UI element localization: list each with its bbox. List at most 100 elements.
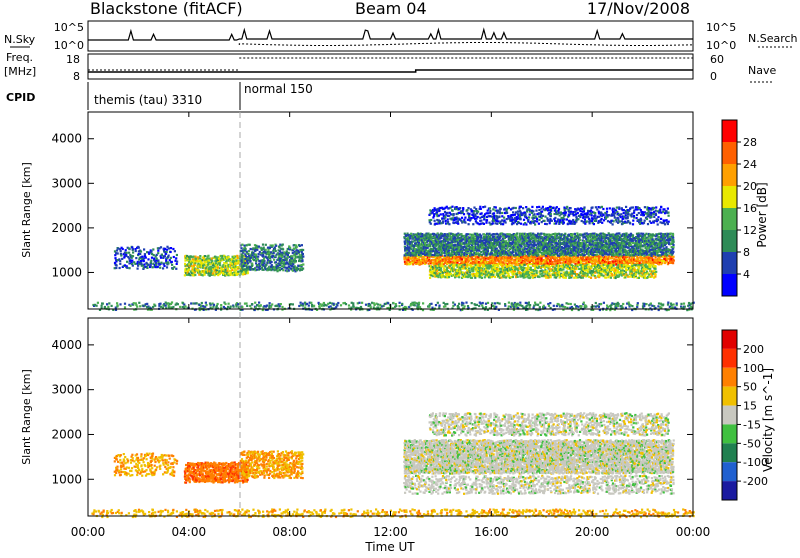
range-time-cell <box>172 248 174 250</box>
range-time-cell <box>196 302 198 304</box>
range-time-cell <box>444 303 446 305</box>
range-time-cell <box>121 258 123 260</box>
nsky-label: N.Sky <box>4 33 36 46</box>
range-time-cell <box>97 302 99 304</box>
range-time-cell <box>480 303 482 305</box>
range-time-cell <box>122 248 124 250</box>
range-time-cell <box>252 254 254 256</box>
range-time-cell <box>283 251 285 253</box>
range-time-cell <box>282 269 284 271</box>
range-time-cell <box>485 306 487 308</box>
freq-units-label: [MHz] <box>4 65 36 78</box>
range-time-cell <box>296 246 298 248</box>
range-time-cell <box>539 306 541 308</box>
range-time-cell <box>526 252 528 254</box>
range-time-cell <box>256 249 258 251</box>
range-time-cell <box>299 245 301 247</box>
range-time-cell <box>282 244 284 246</box>
range-time-cell <box>333 303 335 305</box>
range-time-cell <box>478 250 480 252</box>
range-time-cell <box>625 258 627 260</box>
range-time-cell <box>494 302 496 304</box>
range-time-cell <box>598 306 600 308</box>
range-time-cell <box>469 233 471 235</box>
range-time-cell <box>444 305 446 307</box>
range-time-cell <box>132 248 134 250</box>
range-time-cell <box>111 305 113 307</box>
range-time-cell <box>150 250 152 252</box>
range-time-cell <box>302 263 304 265</box>
range-time-cell <box>227 306 229 308</box>
range-time-cell <box>579 239 581 241</box>
range-time-cell <box>159 303 161 305</box>
range-time-cell <box>279 305 281 307</box>
range-time-cell <box>125 249 127 251</box>
range-time-cell <box>630 244 632 246</box>
range-time-cell <box>672 256 674 258</box>
range-time-cell <box>157 252 159 254</box>
nsearch-tick-low: 10^0 <box>706 39 736 52</box>
range-time-cell <box>184 305 186 307</box>
range-time-cell <box>129 305 131 307</box>
range-time-cell <box>493 305 495 307</box>
range-time-cell <box>435 254 437 256</box>
range-time-cell <box>284 256 286 258</box>
range-time-cell <box>655 256 657 258</box>
range-time-cell <box>175 257 177 259</box>
range-time-cell <box>277 265 279 267</box>
range-time-cell <box>537 258 539 260</box>
range-time-cell <box>606 246 608 248</box>
range-time-cell <box>540 233 542 235</box>
range-time-cell <box>279 269 281 271</box>
range-time-cell <box>152 306 154 308</box>
range-time-cell <box>228 272 230 274</box>
range-time-cell <box>300 302 302 304</box>
range-time-cell <box>300 304 302 306</box>
range-time-cell <box>632 234 634 236</box>
nave-tick-low: 0 <box>710 70 717 83</box>
range-time-cell <box>414 304 416 306</box>
range-time-cell <box>482 307 484 309</box>
range-time-cell <box>621 255 623 257</box>
range-time-cell <box>107 306 109 308</box>
range-time-cell <box>219 264 221 266</box>
range-time-cell <box>295 260 297 262</box>
range-time-cell <box>478 247 480 249</box>
range-time-cell <box>114 257 116 259</box>
range-time-cell <box>576 305 578 307</box>
range-time-cell <box>287 256 289 258</box>
range-time-cell <box>173 266 175 268</box>
range-time-cell <box>278 303 280 305</box>
range-time-cell <box>435 304 437 306</box>
range-time-cell <box>430 303 432 305</box>
range-time-cell <box>144 263 146 265</box>
range-time-cell <box>263 262 265 264</box>
range-time-cell <box>116 264 118 266</box>
range-time-cell <box>479 253 481 255</box>
range-time-cell <box>152 266 154 268</box>
range-time-cell <box>461 258 463 260</box>
range-time-cell <box>477 252 479 254</box>
range-time-cell <box>511 302 513 304</box>
nave-label: Nave <box>748 64 776 77</box>
range-time-cell <box>205 302 207 304</box>
range-time-cell <box>446 303 448 305</box>
range-time-cell <box>176 263 178 265</box>
range-time-cell <box>556 305 558 307</box>
range-time-cell <box>462 249 464 251</box>
range-time-cell <box>617 305 619 307</box>
range-time-cell <box>258 253 260 255</box>
range-time-cell <box>287 254 289 256</box>
range-time-cell <box>184 260 186 262</box>
range-time-cell <box>519 248 521 250</box>
range-time-cell <box>194 256 196 258</box>
range-time-cell <box>524 244 526 246</box>
range-time-cell <box>452 254 454 256</box>
range-time-cell <box>249 244 251 246</box>
range-time-cell <box>524 253 526 255</box>
range-time-cell <box>624 248 626 250</box>
range-time-cell <box>286 259 288 261</box>
range-time-cell <box>337 302 339 304</box>
range-time-cell <box>275 261 277 263</box>
